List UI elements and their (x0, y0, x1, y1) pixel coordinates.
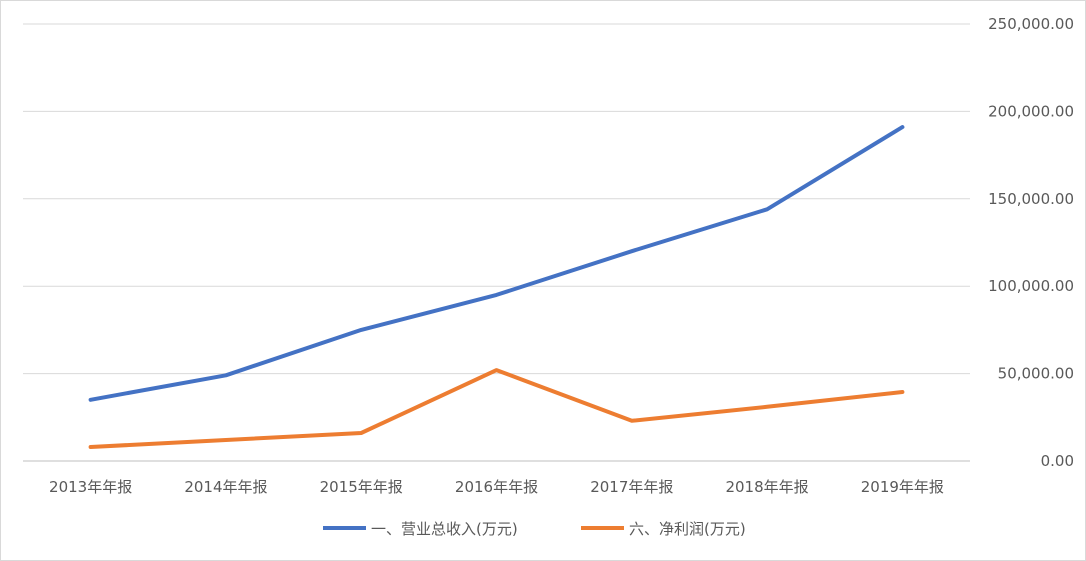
y-tick-label: 250,000.00 (988, 15, 1074, 33)
y-tick-label: 200,000.00 (988, 102, 1074, 120)
x-tick-label: 2013年年报 (49, 478, 132, 496)
x-tick-label: 2019年年报 (861, 478, 944, 496)
y-tick-label: 150,000.00 (988, 190, 1074, 208)
gridlines (23, 23, 970, 462)
y-tick-label: 0.00 (1041, 452, 1074, 470)
y-tick-label: 50,000.00 (998, 365, 1074, 383)
y-axis-tick-labels: 0.00 50,000.00 100,000.00 150,000.00 200,000… (988, 15, 1074, 470)
series-line-revenue (88, 125, 905, 402)
legend-label-net-profit: 六、净利润(万元) (629, 520, 746, 538)
x-tick-label: 2014年年报 (184, 478, 267, 496)
y-tick-label: 100,000.00 (988, 277, 1074, 295)
x-tick-label: 2017年年报 (590, 478, 673, 496)
x-tick-label: 2016年年报 (455, 478, 538, 496)
legend-label-revenue: 一、营业总收入(万元) (371, 520, 518, 538)
series-lines (88, 125, 905, 449)
legend: 一、营业总收入(万元) 六、净利润(万元) (323, 520, 746, 538)
series-line-net-profit (88, 368, 905, 449)
x-tick-label: 2018年年报 (725, 478, 808, 496)
x-axis-tick-labels: 2013年年报 2014年年报 2015年年报 2016年年报 2017年年报 2018年… (49, 478, 944, 496)
x-tick-label: 2015年年报 (320, 478, 403, 496)
